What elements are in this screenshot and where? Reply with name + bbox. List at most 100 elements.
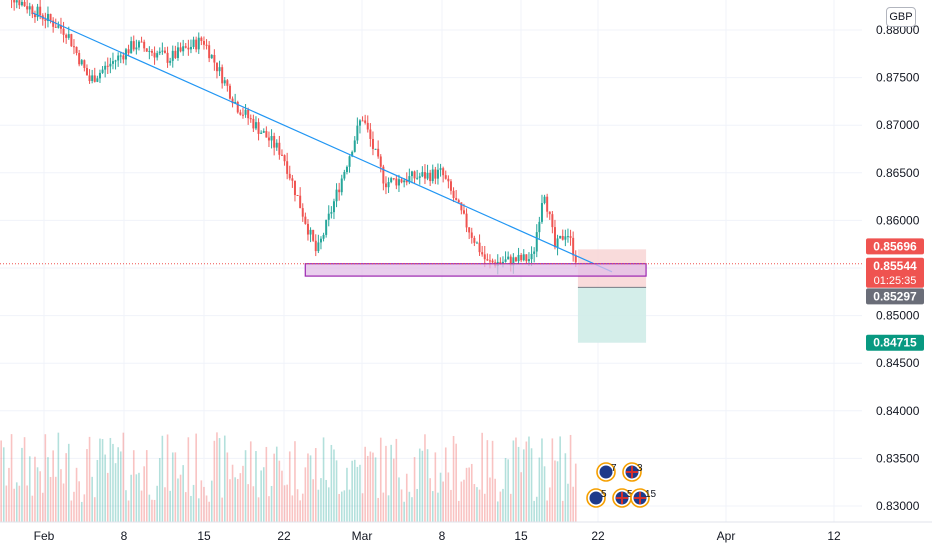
candle-body xyxy=(208,45,211,59)
volume-bar xyxy=(424,434,426,522)
volume-bar xyxy=(502,488,504,522)
volume-bar xyxy=(307,453,309,522)
candle-body xyxy=(153,52,156,58)
candle-body xyxy=(449,181,452,191)
volume-bar xyxy=(413,457,416,522)
candle-body xyxy=(226,80,229,86)
candle xyxy=(254,116,257,131)
candle xyxy=(262,128,265,133)
candle-body xyxy=(127,49,130,54)
candle-body xyxy=(356,125,359,141)
candle xyxy=(444,170,447,180)
candle xyxy=(72,39,75,55)
candle xyxy=(530,246,533,267)
candle-body xyxy=(156,53,159,58)
candle-body xyxy=(517,254,520,262)
volume-bar xyxy=(374,457,377,522)
volume-bar xyxy=(559,436,561,522)
candle xyxy=(306,219,309,241)
candle-body xyxy=(39,6,42,16)
candle xyxy=(174,45,177,60)
candle-body xyxy=(520,254,523,261)
candle-body xyxy=(119,55,122,57)
volume-bar xyxy=(395,438,398,522)
candle-body xyxy=(31,6,34,15)
volume-bar xyxy=(260,470,262,522)
volume-bar xyxy=(301,493,304,522)
candle xyxy=(319,236,322,250)
candle xyxy=(559,235,562,239)
volume-bar xyxy=(416,488,418,522)
volume-bar xyxy=(366,455,369,522)
candle xyxy=(374,148,377,150)
currency-label[interactable]: GBP xyxy=(886,7,916,27)
candle-body xyxy=(166,52,169,63)
candle-body xyxy=(574,255,577,263)
candle-body xyxy=(109,63,112,67)
event-count: 7 xyxy=(611,463,617,474)
volume-bar xyxy=(499,491,502,522)
volume-bar xyxy=(99,438,101,522)
candle xyxy=(163,47,166,54)
volume-bar xyxy=(525,441,528,522)
volume-bar xyxy=(361,493,364,522)
candle xyxy=(353,136,356,153)
candle-body xyxy=(371,138,374,149)
candle xyxy=(371,131,374,156)
candle xyxy=(124,47,127,66)
candle xyxy=(75,46,78,56)
time-axis[interactable]: Feb 8 15 22 Mar 8 15 22 Apr 12 xyxy=(0,521,932,550)
candle-body xyxy=(566,236,569,238)
candle xyxy=(551,211,554,234)
candle-body xyxy=(130,41,133,54)
candle xyxy=(278,135,281,160)
candle-body xyxy=(205,44,208,46)
eu-flag-fill xyxy=(599,465,613,479)
volume-bar xyxy=(330,444,333,522)
candle xyxy=(356,117,359,144)
candle xyxy=(33,10,36,23)
candle xyxy=(57,21,60,29)
volume-bar xyxy=(437,492,439,522)
candle xyxy=(475,241,478,244)
candle xyxy=(395,175,398,190)
candle-body xyxy=(275,142,278,148)
candle-body xyxy=(538,221,541,233)
candle-body xyxy=(364,120,367,123)
candle-body xyxy=(434,169,437,179)
volume-bar xyxy=(26,485,28,522)
candle-body xyxy=(481,252,484,255)
candle xyxy=(330,206,333,219)
volume-bar xyxy=(244,450,247,522)
volume-bar xyxy=(65,453,67,522)
candle-body xyxy=(265,131,268,138)
candle xyxy=(392,178,395,181)
x-tick-label: Apr xyxy=(717,529,736,543)
event-count: 15 xyxy=(645,489,657,500)
x-tick-label: 22 xyxy=(591,529,605,543)
volume-bar xyxy=(179,474,182,522)
volume-bar xyxy=(564,453,567,522)
volume-bar xyxy=(236,478,239,522)
volume-bar xyxy=(234,477,236,522)
candle-body xyxy=(291,178,294,181)
candle xyxy=(184,42,187,49)
event-marker: 5 xyxy=(612,488,633,508)
candle-body xyxy=(260,132,263,134)
candle-body xyxy=(101,69,104,73)
candle-body xyxy=(145,48,148,52)
candle-body xyxy=(327,213,330,220)
candle xyxy=(169,57,172,66)
candle-body xyxy=(559,235,562,239)
volume-bar xyxy=(548,487,551,522)
candle xyxy=(286,152,289,180)
volume-bar xyxy=(317,489,320,522)
candle-body xyxy=(210,54,213,59)
volume-bar xyxy=(541,438,543,522)
candle-body xyxy=(140,41,143,43)
volume-bar xyxy=(54,476,57,522)
candle-body xyxy=(499,261,502,263)
x-tick-label: 15 xyxy=(197,529,211,543)
candle-body xyxy=(564,236,567,240)
